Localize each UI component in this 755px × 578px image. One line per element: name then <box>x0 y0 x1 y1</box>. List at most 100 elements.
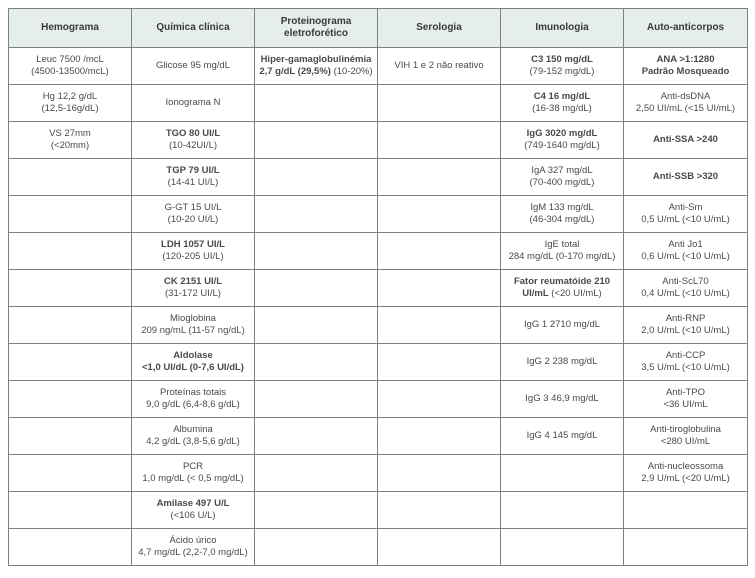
cell-r2-c3 <box>378 122 501 159</box>
cell-r0-c5: ANA >1:1280Padrão Mosqueado <box>624 48 748 85</box>
cell-r10-c5: Anti-tiroglobulina<280 UI/mL <box>624 418 748 455</box>
cell-r0-c3: VIH 1 e 2 não reativo <box>378 48 501 85</box>
table-row: Leuc 7500 /mcL(4500-13500/mcL)Glicose 95… <box>9 48 748 85</box>
table-row: Proteínas totais9,0 g/dL (6,4-8,6 g/dL) I… <box>9 381 748 418</box>
cell-r9-c1: Proteínas totais9,0 g/dL (6,4-8,6 g/dL) <box>132 381 255 418</box>
cell-r12-c5 <box>624 492 748 529</box>
cell-r6-c0 <box>9 270 132 307</box>
col-header-5: Auto-anticorpos <box>624 9 748 48</box>
cell-r7-c0 <box>9 307 132 344</box>
cell-r8-c0 <box>9 344 132 381</box>
cell-r12-c3 <box>378 492 501 529</box>
cell-r1-c5: Anti-dsDNA2,50 UI/mL (<15 UI/mL) <box>624 85 748 122</box>
cell-r12-c0 <box>9 492 132 529</box>
cell-r8-c1: Aldolase<1,0 UI/dL (0-7,6 UI/dL) <box>132 344 255 381</box>
cell-r6-c2 <box>255 270 378 307</box>
cell-r10-c1: Albumina4,2 g/dL (3,8-5,6 g/dL) <box>132 418 255 455</box>
cell-r6-c4: Fator reumatóide 210 UI/mL (<20 UI/mL) <box>501 270 624 307</box>
table-row: Hg 12,2 g/dL(12,5-16g/dL)Ionograma NC4 1… <box>9 85 748 122</box>
cell-r1-c0: Hg 12,2 g/dL(12,5-16g/dL) <box>9 85 132 122</box>
cell-r0-c4: C3 150 mg/dL(79-152 mg/dL) <box>501 48 624 85</box>
table-row: Mioglobina209 ng/mL (11-57 ng/dL) IgG 1 2… <box>9 307 748 344</box>
cell-r4-c2 <box>255 196 378 233</box>
cell-r6-c3 <box>378 270 501 307</box>
cell-r2-c2 <box>255 122 378 159</box>
cell-r3-c5: Anti-SSB >320 <box>624 159 748 196</box>
cell-r0-c1: Glicose 95 mg/dL <box>132 48 255 85</box>
table-row: CK 2151 UI/L(31-172 UI/L) Fator reumatóid… <box>9 270 748 307</box>
cell-r5-c3 <box>378 233 501 270</box>
cell-r8-c4: IgG 2 238 mg/dL <box>501 344 624 381</box>
cell-r3-c4: IgA 327 mg/dL(70-400 mg/dL) <box>501 159 624 196</box>
cell-r3-c2 <box>255 159 378 196</box>
cell-r11-c2 <box>255 455 378 492</box>
cell-r5-c4: IgE total284 mg/dL (0-170 mg/dL) <box>501 233 624 270</box>
cell-r3-c3 <box>378 159 501 196</box>
cell-r11-c3 <box>378 455 501 492</box>
cell-r2-c1: TGO 80 UI/L(10-42UI/L) <box>132 122 255 159</box>
cell-r2-c4: IgG 3020 mg/dL(749-1640 mg/dL) <box>501 122 624 159</box>
col-header-3: Serologia <box>378 9 501 48</box>
cell-r7-c3 <box>378 307 501 344</box>
cell-r8-c2 <box>255 344 378 381</box>
lab-results-table: HemogramaQuímica clínicaProteinogramaele… <box>8 8 748 566</box>
cell-r5-c2 <box>255 233 378 270</box>
cell-r4-c1: G-GT 15 UI/L(10-20 UI/L) <box>132 196 255 233</box>
cell-r4-c0 <box>9 196 132 233</box>
cell-r7-c2 <box>255 307 378 344</box>
table-row: G-GT 15 UI/L(10-20 UI/L) IgM 133 mg/dL(46… <box>9 196 748 233</box>
cell-r4-c3 <box>378 196 501 233</box>
cell-r1-c3 <box>378 85 501 122</box>
cell-r3-c1: TGP 79 UI/L(14-41 UI/L) <box>132 159 255 196</box>
cell-r7-c4: IgG 1 2710 mg/dL <box>501 307 624 344</box>
table-row: TGP 79 UI/L(14-41 UI/L) IgA 327 mg/dL(70-… <box>9 159 748 196</box>
cell-r13-c1: Ácido úrico4,7 mg/dL (2,2-7,0 mg/dL) <box>132 529 255 566</box>
cell-r7-c5: Anti-RNP2,0 U/mL (<10 U/mL) <box>624 307 748 344</box>
cell-r2-c0: VS 27mm(<20mm) <box>9 122 132 159</box>
table-row: PCR1,0 mg/dL (< 0,5 mg/dL) Anti-nucleosso… <box>9 455 748 492</box>
col-header-4: Imunologia <box>501 9 624 48</box>
cell-r9-c2 <box>255 381 378 418</box>
cell-r11-c0 <box>9 455 132 492</box>
table-row: VS 27mm(<20mm)TGO 80 UI/L(10-42UI/L) IgG … <box>9 122 748 159</box>
cell-r9-c4: IgG 3 46,9 mg/dL <box>501 381 624 418</box>
cell-r5-c5: Anti Jo10,6 U/mL (<10 U/mL) <box>624 233 748 270</box>
cell-r2-c5: Anti-SSA >240 <box>624 122 748 159</box>
cell-r11-c1: PCR1,0 mg/dL (< 0,5 mg/dL) <box>132 455 255 492</box>
cell-r6-c1: CK 2151 UI/L(31-172 UI/L) <box>132 270 255 307</box>
cell-r4-c4: IgM 133 mg/dL(46-304 mg/dL) <box>501 196 624 233</box>
cell-r13-c2 <box>255 529 378 566</box>
table-header-row: HemogramaQuímica clínicaProteinogramaele… <box>9 9 748 48</box>
cell-r10-c0 <box>9 418 132 455</box>
cell-r13-c0 <box>9 529 132 566</box>
cell-r0-c0: Leuc 7500 /mcL(4500-13500/mcL) <box>9 48 132 85</box>
cell-r9-c5: Anti-TPO<36 UI/mL <box>624 381 748 418</box>
cell-r9-c0 <box>9 381 132 418</box>
cell-r13-c3 <box>378 529 501 566</box>
table-row: Ácido úrico4,7 mg/dL (2,2-7,0 mg/dL) <box>9 529 748 566</box>
cell-r10-c2 <box>255 418 378 455</box>
cell-r8-c5: Anti-CCP3,5 U/mL (<10 U/mL) <box>624 344 748 381</box>
col-header-0: Hemograma <box>9 9 132 48</box>
cell-r10-c4: IgG 4 145 mg/dL <box>501 418 624 455</box>
cell-r12-c1: Amilase 497 U/L(<106 U/L) <box>132 492 255 529</box>
cell-r8-c3 <box>378 344 501 381</box>
cell-r0-c2: Hiper-gamaglobulinémia 2,7 g/dL (29,5%) … <box>255 48 378 85</box>
table-row: Albumina4,2 g/dL (3,8-5,6 g/dL) IgG 4 145… <box>9 418 748 455</box>
cell-r10-c3 <box>378 418 501 455</box>
cell-r13-c4 <box>501 529 624 566</box>
cell-r5-c1: LDH 1057 UI/L(120-205 UI/L) <box>132 233 255 270</box>
table-row: Amilase 497 U/L(<106 U/L) <box>9 492 748 529</box>
cell-r1-c2 <box>255 85 378 122</box>
cell-r6-c5: Anti-ScL700,4 U/mL (<10 U/mL) <box>624 270 748 307</box>
table-row: LDH 1057 UI/L(120-205 UI/L) IgE total284 … <box>9 233 748 270</box>
cell-r11-c4 <box>501 455 624 492</box>
col-header-2: Proteinogramaeletroforético <box>255 9 378 48</box>
cell-r12-c2 <box>255 492 378 529</box>
cell-r3-c0 <box>9 159 132 196</box>
cell-r4-c5: Anti-Sm0,5 U/mL (<10 U/mL) <box>624 196 748 233</box>
cell-r11-c5: Anti-nucleossoma2,9 U/mL (<20 U/mL) <box>624 455 748 492</box>
cell-r7-c1: Mioglobina209 ng/mL (11-57 ng/dL) <box>132 307 255 344</box>
col-header-1: Química clínica <box>132 9 255 48</box>
cell-r5-c0 <box>9 233 132 270</box>
